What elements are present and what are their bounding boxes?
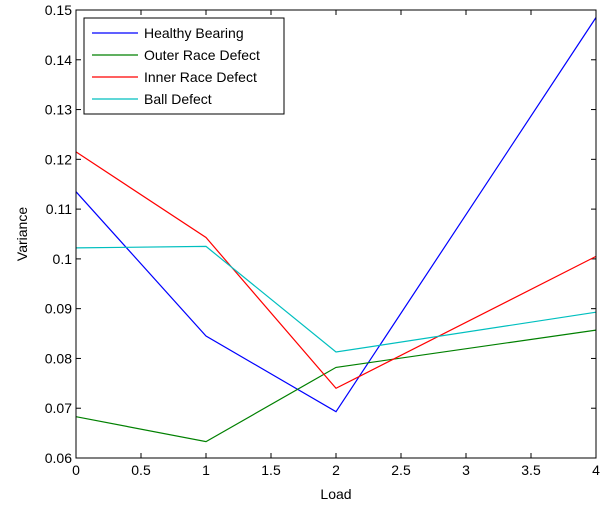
x-tick-label: 0	[72, 462, 80, 478]
plot-frame	[75, 9, 597, 459]
legend: Healthy Bearing Outer Race Defect Inner Ra…	[83, 17, 285, 115]
legend-label: Ball Defect	[144, 91, 212, 107]
series-line-outer-race-defect	[75, 329, 597, 443]
y-tick-label: 0.1	[53, 251, 73, 267]
legend-box	[83, 17, 285, 115]
series-line-inner-race-defect	[75, 151, 597, 390]
legend-label: Healthy Bearing	[144, 25, 244, 41]
series-line-healthy-bearing	[75, 17, 597, 413]
y-tick-label: 0.15	[45, 2, 72, 18]
legend-label: Inner Race Defect	[144, 69, 257, 85]
x-tick-label: 1	[202, 462, 210, 478]
y-tick-label: 0.08	[45, 350, 72, 366]
x-axis-ticks: 0 0.5 1 1.5 2 2.5 3 3.5 4	[72, 10, 600, 478]
x-tick-label: 1.5	[261, 462, 281, 478]
y-tick-label: 0.13	[45, 102, 72, 118]
y-tick-label: 0.11	[46, 201, 72, 217]
series-line-ball-defect	[75, 245, 597, 353]
y-axis-label: Variance	[14, 207, 30, 261]
x-tick-label: 2.5	[391, 462, 411, 478]
y-tick-label: 0.09	[45, 301, 72, 317]
x-tick-label: 2	[332, 462, 340, 478]
y-tick-label: 0.12	[45, 151, 72, 167]
x-tick-label: 3.5	[521, 462, 541, 478]
x-axis-label: Load	[320, 486, 351, 502]
series-lines	[75, 17, 597, 443]
x-tick-label: 0.5	[131, 462, 151, 478]
y-tick-label: 0.07	[45, 400, 72, 416]
legend-label: Outer Race Defect	[144, 47, 260, 63]
y-axis-ticks: 0.06 0.07 0.08 0.09 0.1 0.11 0.12 0.13 0.14 0.15	[45, 2, 596, 466]
x-tick-label: 4	[592, 462, 600, 478]
y-tick-label: 0.06	[45, 450, 72, 466]
x-tick-label: 3	[462, 462, 470, 478]
y-tick-label: 0.14	[45, 52, 72, 68]
